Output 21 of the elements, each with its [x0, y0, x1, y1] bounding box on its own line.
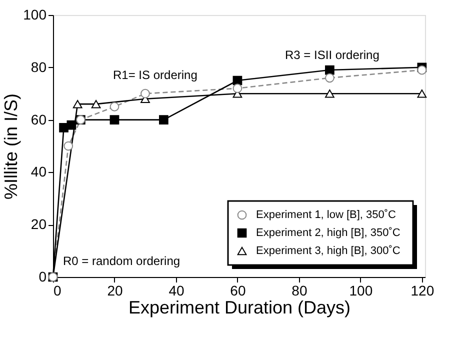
y-tick-label: 60: [30, 111, 47, 128]
y-tick-label: 0: [38, 268, 47, 284]
x-tick-label: 40: [168, 282, 184, 298]
y-tick-label: 100: [23, 6, 47, 22]
x-tick-label: 20: [107, 282, 123, 298]
y-tick-label: 80: [30, 58, 47, 75]
legend-label: Experiment 3, high [B], 300˚C: [256, 245, 400, 257]
legend-label: Experiment 2, high [B], 350˚C: [256, 227, 400, 239]
x-tick-label: 0: [54, 282, 62, 298]
x-tick-label: 60: [230, 282, 246, 298]
x-tick-label: 80: [292, 282, 308, 298]
annotation: R0 = random ordering: [63, 254, 180, 268]
y-tick-label: 40: [30, 164, 47, 180]
x-axis-title: Experiment Duration (Days): [128, 298, 351, 318]
y-tick-label: 20: [30, 216, 47, 232]
annotation: R1= IS ordering: [113, 68, 198, 82]
annotation: R3 = ISII ordering: [285, 48, 380, 62]
x-tick-label: 100: [349, 282, 373, 298]
legend-label: Experiment 1, low [B], 350˚C: [256, 209, 396, 221]
y-axis-title: %Illite (in I/S): [1, 93, 22, 200]
x-tick-label: 120: [410, 282, 434, 298]
